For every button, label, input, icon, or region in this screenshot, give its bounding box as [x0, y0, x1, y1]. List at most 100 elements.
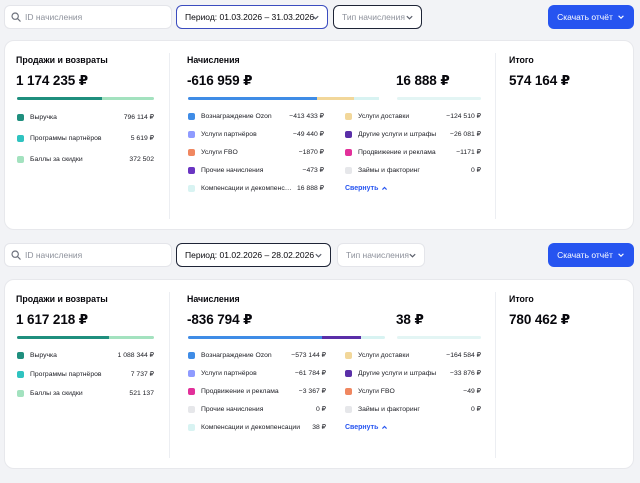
accruals-total: -616 959 ₽: [187, 73, 253, 88]
legend-label: Вознаграждение Ozon: [201, 112, 272, 120]
period-label: Период: 01.03.2026 – 31.03.2026: [185, 12, 315, 22]
chevron-down-icon: [618, 15, 624, 19]
legend-value: 0 ₽: [471, 406, 481, 413]
legend-row: Прочие начисления 0 ₽: [188, 403, 326, 415]
period-label: Период: 01.02.2026 – 28.02.2026: [185, 250, 315, 260]
legend-swatch: [188, 112, 195, 120]
legend-value: 1 088 344 ₽: [117, 352, 154, 359]
legend-row: Займы и факторинг 0 ₽: [345, 403, 481, 415]
legend-swatch: [17, 351, 24, 359]
legend-value: 0 ₽: [316, 406, 326, 413]
legend-label: Продвижение и реклама: [201, 387, 279, 395]
total-value: 574 164 ₽: [509, 73, 571, 88]
download-report-button[interactable]: Скачать отчёт: [548, 243, 634, 267]
sales-title: Продажи и возвраты: [16, 294, 108, 304]
summary-card-1: Продажи и возвраты 1 174 235 ₽ Начислени…: [4, 40, 634, 230]
type-label: Тип начисления: [346, 250, 409, 260]
legend-swatch: [17, 113, 24, 121]
sales-total: 1 617 218 ₽: [16, 312, 89, 327]
summary-card-2: Продажи и возвраты 1 617 218 ₽ Начислени…: [4, 279, 634, 469]
bar-segment: [316, 97, 354, 100]
download-report-button[interactable]: Скачать отчёт: [548, 5, 634, 29]
chevron-down-icon: [406, 15, 413, 20]
legend-swatch: [17, 389, 24, 397]
legend-value: 5 619 ₽: [130, 135, 154, 142]
legend-swatch: [17, 134, 24, 142]
legend-label: Программы партнёров: [30, 134, 102, 142]
legend-label: Выручка: [30, 351, 57, 359]
period-dropdown[interactable]: Период: 01.03.2026 – 31.03.2026: [176, 5, 328, 29]
legend-value: 372 502: [129, 155, 154, 163]
legend-swatch: [188, 148, 195, 156]
legend-value: −26 081 ₽: [450, 131, 481, 138]
legend-value: −413 433 ₽: [289, 113, 324, 120]
type-label: Тип начисления: [342, 12, 405, 22]
chevron-down-icon: [315, 253, 322, 258]
type-dropdown[interactable]: Тип начисления: [337, 243, 425, 267]
legend-label: Услуги доставки: [358, 112, 410, 120]
bar-segment: [101, 97, 154, 100]
toolbar-2: Период: 01.02.2026 – 28.02.2026 Тип начи…: [4, 243, 636, 269]
legend-row: Другие услуги и штрафы −26 081 ₽: [345, 128, 481, 140]
legend-value: 7 737 ₽: [130, 371, 154, 378]
legend-swatch: [345, 369, 352, 377]
legend-label: Баллы за скидки: [30, 155, 83, 163]
accruals-bar: [188, 97, 383, 100]
legend-row: Займы и факторинг 0 ₽: [345, 164, 481, 176]
accruals-bar: [188, 336, 385, 339]
type-dropdown[interactable]: Тип начисления: [333, 5, 422, 29]
legend-row: Услуги партнёров −49 440 ₽: [188, 128, 324, 140]
legend-row: Услуги FBO −49 ₽: [345, 385, 481, 397]
legend-swatch: [188, 423, 195, 431]
legend-label: Вознаграждение Ozon: [201, 351, 272, 359]
legend-value: −49 ₽: [463, 388, 481, 395]
legend-value: −1870 ₽: [298, 149, 324, 156]
legend-swatch: [188, 387, 195, 395]
legend-label: Услуги доставки: [358, 351, 410, 359]
bar-segment: [321, 336, 362, 339]
search-field[interactable]: [4, 5, 172, 29]
legend-swatch: [188, 405, 195, 413]
legend-row: Вознаграждение Ozon −413 433 ₽: [188, 110, 324, 122]
legend-row: Программы партнёров 5 619 ₽: [17, 132, 154, 144]
legend-label: Услуги партнёров: [201, 369, 257, 377]
search-icon: [11, 12, 21, 22]
collapse-link[interactable]: Свернуть: [345, 424, 388, 431]
legend-label: Прочие начисления: [201, 166, 264, 174]
legend-row: Услуги доставки −124 510 ₽: [345, 110, 481, 122]
search-input[interactable]: [25, 12, 165, 22]
legend-value: −124 510 ₽: [446, 113, 481, 120]
total-title: Итого: [509, 294, 534, 304]
chevron-down-icon: [409, 253, 416, 258]
legend-swatch: [188, 130, 195, 138]
accruals-plus-total: 16 888 ₽: [396, 73, 450, 88]
accruals-title: Начисления: [187, 294, 240, 304]
legend-value: 796 114 ₽: [123, 114, 154, 121]
sales-title: Продажи и возвраты: [16, 55, 108, 65]
total-value: 780 462 ₽: [509, 312, 571, 327]
period-dropdown[interactable]: Период: 01.02.2026 – 28.02.2026: [176, 243, 331, 267]
search-input[interactable]: [25, 250, 165, 260]
sales-total: 1 174 235 ₽: [16, 73, 89, 88]
legend-swatch: [188, 351, 195, 359]
search-field[interactable]: [4, 243, 172, 267]
legend-label: Услуги FBO: [358, 387, 395, 395]
chevron-up-icon: [382, 186, 388, 190]
legend-value: −1171 ₽: [456, 149, 481, 156]
legend-label: Выручка: [30, 113, 57, 121]
accruals-title: Начисления: [187, 55, 240, 65]
legend-label: Другие услуги и штрафы: [358, 369, 437, 377]
legend-swatch: [345, 351, 352, 359]
chevron-down-icon: [312, 15, 319, 20]
collapse-link[interactable]: Свернуть: [345, 185, 388, 192]
accruals-total: -836 794 ₽: [187, 312, 253, 327]
divider: [495, 292, 496, 458]
legend-value: −61 784 ₽: [295, 370, 326, 377]
legend-value: 16 888 ₽: [296, 185, 324, 192]
bar-segment: [17, 97, 102, 100]
legend-label: Другие услуги и штрафы: [358, 130, 437, 138]
collapse-label: Свернуть: [345, 185, 379, 192]
legend-swatch: [345, 405, 352, 413]
legend-row: Услуги FBO −1870 ₽: [188, 146, 324, 158]
legend-label: Программы партнёров: [30, 370, 102, 378]
